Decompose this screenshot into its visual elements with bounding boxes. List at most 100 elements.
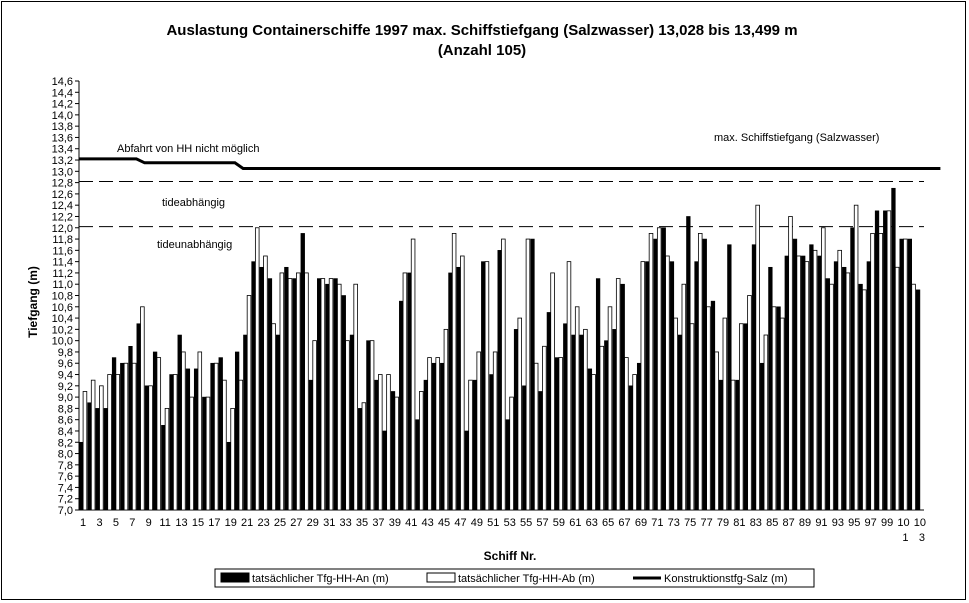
bar-an <box>809 244 814 511</box>
bar-ab <box>509 396 514 511</box>
bar-an <box>554 357 560 511</box>
annotation-tideunabhaengig: tideunabhängig <box>157 239 232 251</box>
bar-an <box>907 238 912 511</box>
y-tick-label: 11,6 <box>52 245 73 257</box>
x-tick-label: 83 <box>750 517 762 529</box>
y-tick-label: 13,6 <box>52 132 73 144</box>
bar-ab <box>648 233 654 511</box>
bar-ab <box>714 351 719 511</box>
bar-an <box>825 278 830 511</box>
y-tick-label: 12,8 <box>52 178 73 190</box>
bar-an <box>784 255 789 511</box>
bar-an <box>341 295 346 511</box>
bar-an <box>595 278 601 511</box>
bar-ab <box>361 402 367 511</box>
y-tick-label: 7,4 <box>58 482 73 494</box>
annotation-max-tiefgang: max. Schiffstiefgang (Salzwasser) <box>714 132 879 144</box>
legend-label-an: tatsächlicher Tfg-HH-An (m) <box>252 573 389 585</box>
bar-an <box>751 244 757 511</box>
y-axis-label-text: Tiefgang (m) <box>26 266 40 338</box>
x-tick-label: 3 <box>96 517 102 529</box>
x-tick-label: 27 <box>290 517 302 529</box>
line-konstruktionstfg <box>79 157 941 170</box>
bar-ab <box>747 295 752 511</box>
bar-an <box>128 346 133 511</box>
bar-an <box>358 408 363 511</box>
legend-box <box>214 568 815 588</box>
x-tick-label: 10 <box>914 517 926 529</box>
bar-ab <box>550 272 555 511</box>
x-tick-label: 59 <box>553 517 565 529</box>
bar-an <box>866 261 871 511</box>
bar-an <box>152 351 158 511</box>
x-tick-label: 61 <box>569 517 581 529</box>
bar-ab <box>164 407 170 511</box>
bar-ab <box>238 379 244 511</box>
y-tick-label: 14,2 <box>52 99 73 111</box>
y-tick-label: 7,6 <box>58 471 73 483</box>
bar-ab <box>468 379 473 511</box>
bar-an <box>423 379 428 511</box>
bar-ab <box>689 323 695 511</box>
y-tick-label: 14,0 <box>52 110 73 122</box>
bar-ab <box>279 272 285 511</box>
bar-an <box>210 362 215 511</box>
y-tick-label: 13,2 <box>52 155 73 167</box>
bar-ab <box>131 362 137 511</box>
bar-an <box>760 362 765 511</box>
bar-an <box>79 441 84 511</box>
bar-ab <box>427 357 432 511</box>
legend: tatsächlicher Tfg-HH-An (m) tatsächliche… <box>214 568 815 588</box>
bar-ab <box>837 249 842 511</box>
legend-swatch-an <box>220 572 250 583</box>
bar-an <box>481 261 486 511</box>
x-tick-label: 15 <box>192 517 204 529</box>
x-tick-label: 73 <box>668 517 680 529</box>
x-tick-label: 51 <box>487 517 499 529</box>
y-tick-label: 9,2 <box>58 381 73 393</box>
x-tick-label: 19 <box>225 517 237 529</box>
bar-an <box>686 216 691 511</box>
bar-ab <box>107 374 112 511</box>
bar-an <box>382 430 387 511</box>
y-tick-label: 9,6 <box>58 358 73 370</box>
bar-ab <box>624 357 629 511</box>
x-tick-label: 63 <box>586 517 598 529</box>
bar-ab <box>591 374 596 511</box>
bar-ab <box>484 261 490 511</box>
x-tick-label: 75 <box>684 517 696 529</box>
x-tick-label: 13 <box>175 517 187 529</box>
bar-an <box>349 334 355 511</box>
x-tick-label: 25 <box>274 517 286 529</box>
x-tick-label: 7 <box>129 517 135 529</box>
y-tick-label: 10,0 <box>52 336 73 348</box>
bar-ab <box>156 357 162 511</box>
bar-ab <box>542 345 547 511</box>
bar-ab <box>681 283 687 511</box>
bar-ab <box>378 374 383 511</box>
chart-title-line1: Auslastung Containerschiffe 1997 max. Sc… <box>166 22 797 39</box>
bar-ab <box>501 238 506 511</box>
x-tick-label: 10 <box>897 517 909 529</box>
bar-ab <box>771 306 777 511</box>
bar-ab <box>697 233 703 511</box>
x-tick-label: 39 <box>389 517 401 529</box>
bar-an <box>374 379 379 511</box>
bar-an <box>234 351 240 511</box>
x-tick-label-line2: 1 <box>902 532 908 544</box>
x-tick-label: 77 <box>700 517 712 529</box>
bar-an <box>226 441 232 511</box>
bar-an <box>743 323 748 511</box>
bar-ab <box>492 351 498 511</box>
bar-an <box>464 430 469 511</box>
bar-an <box>710 300 716 511</box>
bar-ab <box>574 306 580 511</box>
x-tick-label: 43 <box>422 517 434 529</box>
bar-ab <box>197 351 203 511</box>
x-tick-label: 1 <box>80 517 86 529</box>
bar-ab <box>205 396 211 511</box>
bar-an <box>546 312 552 511</box>
bar-ab <box>730 379 736 511</box>
bar-an <box>325 283 330 511</box>
